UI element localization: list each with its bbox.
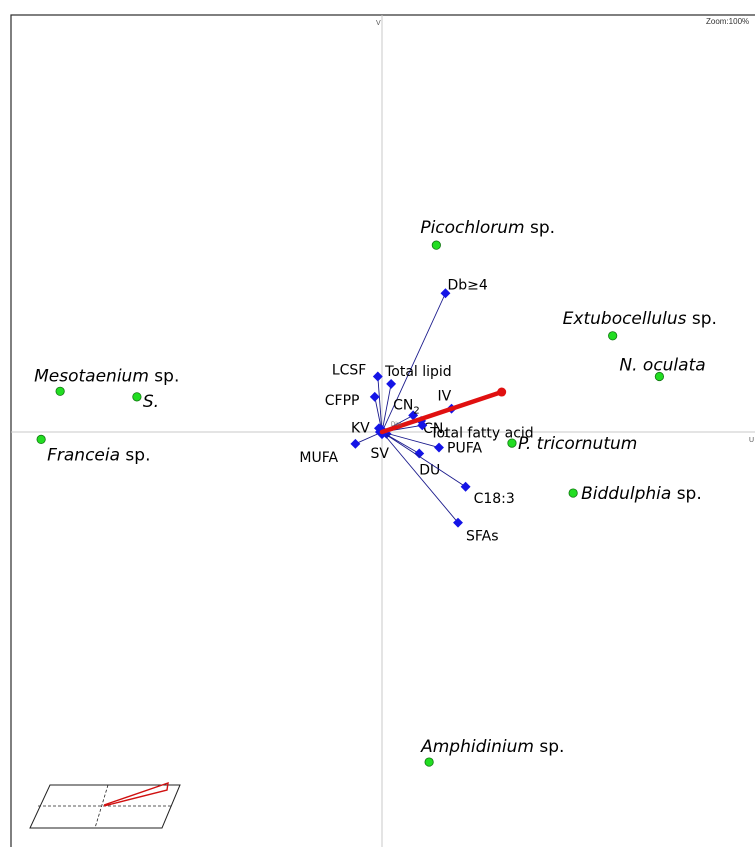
variable-label: Total fatty acid: [429, 425, 533, 441]
zoom-indicator[interactable]: Zoom:100%: [706, 17, 749, 26]
inset-plane-shape: [29, 784, 181, 829]
main-vector-layer: [379, 387, 507, 435]
species-point[interactable]: [608, 331, 618, 341]
species-point[interactable]: [654, 371, 665, 382]
species-label: Biddulphia sp.: [581, 484, 702, 504]
variable-marker[interactable]: [372, 371, 383, 382]
species-point[interactable]: [507, 438, 517, 448]
species-label: P. tricornutum: [518, 434, 637, 454]
variable-marker[interactable]: [417, 420, 428, 431]
variable-label: IV: [438, 389, 452, 405]
species-label: N. oculata: [619, 356, 705, 376]
variable-vector-line: [377, 376, 383, 433]
variable-vector-line: [381, 431, 459, 523]
species-label: Extubocellulus sp.: [563, 309, 717, 329]
variable-label: SFAs: [466, 529, 499, 545]
variable-marker[interactable]: [434, 442, 444, 453]
variable-label: LCSF: [332, 363, 367, 379]
variable-marker[interactable]: [350, 438, 361, 449]
main-vector-tip[interactable]: [497, 387, 507, 397]
variable-marker[interactable]: [453, 517, 463, 528]
species-label: Amphidinium sp.: [420, 737, 564, 757]
variable-label: Db≥4: [447, 277, 487, 293]
v-axis-label: V: [376, 20, 381, 27]
inset-red-vector: [103, 781, 169, 807]
variable-label: CN2: [393, 397, 420, 416]
variable-vector-line: [381, 383, 392, 433]
u-axis-label: U: [749, 437, 754, 444]
species-label: S.: [143, 392, 159, 412]
variable-label: DU: [419, 462, 440, 478]
variable-label: KV: [351, 420, 370, 436]
species-point[interactable]: [132, 392, 142, 402]
center-label: Dim: [391, 422, 402, 428]
species-point[interactable]: [36, 434, 46, 444]
species-point[interactable]: [55, 386, 65, 396]
orientation-inset[interactable]: [29, 781, 181, 829]
variable-label: SV: [371, 446, 390, 462]
species-points: Picochlorum sp. Extubocellulus sp. N. ocul…: [34, 218, 717, 767]
species-label: Franceia sp.: [47, 445, 150, 465]
variable-label: MUFA: [299, 450, 338, 466]
variable-vector-line: [381, 431, 466, 488]
variable-vector-line: [381, 431, 440, 448]
species-label: Mesotaenium sp.: [34, 366, 179, 386]
variable-marker[interactable]: [386, 378, 397, 389]
inset-v-axis: [94, 784, 109, 829]
main-vector-line: [379, 389, 504, 435]
variable-marker[interactable]: [369, 391, 380, 402]
species-point[interactable]: [431, 240, 441, 250]
variable-label: CFPP: [325, 393, 360, 409]
variable-marker[interactable]: [440, 288, 451, 299]
variable-marker[interactable]: [460, 481, 471, 492]
variable-marker[interactable]: [414, 448, 425, 459]
variable-label: Total lipid: [384, 364, 452, 380]
species-point[interactable]: [424, 757, 434, 767]
variable-label: C18:3: [474, 491, 515, 507]
variable-label: PUFA: [447, 441, 482, 457]
species-label: Picochlorum sp.: [420, 218, 555, 238]
variable-marker[interactable]: [408, 410, 419, 421]
variable-label: CN1: [423, 421, 450, 440]
variable-vector-line: [381, 293, 446, 433]
species-point[interactable]: [568, 488, 578, 498]
